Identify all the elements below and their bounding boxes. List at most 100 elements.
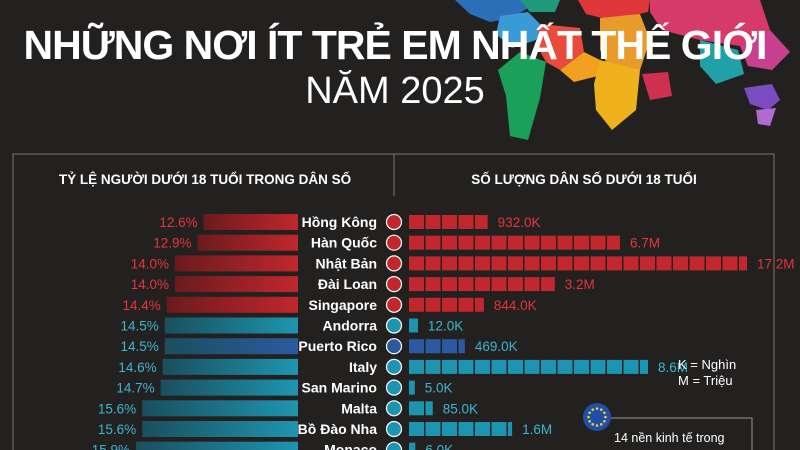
count-bar-segment xyxy=(425,256,441,271)
count-bar-segment xyxy=(574,256,589,271)
count-bar-segment xyxy=(640,359,649,374)
pct-bar xyxy=(142,421,298,437)
count-bar-segment xyxy=(590,359,606,374)
count-bar-segment xyxy=(722,256,738,271)
page-title: NHỮNG NƠI ÍT TRẺ EM NHẤT THẾ GIỚI xyxy=(23,22,768,68)
country-label: Monaco xyxy=(324,442,377,450)
flag-icon xyxy=(385,400,403,417)
pct-bar xyxy=(142,400,298,417)
pct-bar xyxy=(175,255,298,272)
flag-icon xyxy=(385,276,403,293)
country-label: Hàn Quốc xyxy=(311,235,377,251)
flag-icon xyxy=(385,234,403,251)
count-bar-segment xyxy=(541,235,556,250)
pct-label: 14.5% xyxy=(120,319,158,334)
count-bar-segment xyxy=(425,215,441,229)
count-bar-segment xyxy=(475,359,490,374)
count-label: 5.0K xyxy=(425,381,453,396)
page-subtitle: NĂM 2025 xyxy=(305,70,485,112)
count-bar-segment xyxy=(590,235,606,250)
pct-label: 15.6% xyxy=(98,401,136,416)
count-bar-segment xyxy=(442,235,457,250)
count-label: 1.6M xyxy=(522,422,552,437)
count-bar-segment xyxy=(475,256,490,271)
count-bar-segment xyxy=(442,359,457,374)
count-bar-segment xyxy=(623,256,639,271)
country-label: San Marino xyxy=(302,380,377,396)
count-bar-segment xyxy=(425,297,441,312)
eu-star xyxy=(603,411,606,415)
pct-label: 15.9% xyxy=(92,443,130,450)
count-bar-segment xyxy=(425,277,441,292)
count-bar-segment xyxy=(409,422,424,436)
eu-star xyxy=(595,407,599,410)
count-label: 3.2M xyxy=(565,277,595,292)
eu-star xyxy=(604,415,607,419)
count-bar-segment xyxy=(409,380,415,395)
country-label: Bồ Đào Nha xyxy=(298,421,378,437)
count-bar-segment xyxy=(409,235,424,250)
count-bar-segment xyxy=(409,215,424,229)
pct-label: 14.5% xyxy=(120,339,158,354)
count-bar-segment xyxy=(425,235,441,250)
eu-star xyxy=(599,423,603,426)
count-bar-segment xyxy=(491,422,507,436)
count-bar-segment xyxy=(524,277,540,292)
count-label: 17.2M xyxy=(757,256,795,271)
pct-bar xyxy=(203,214,298,230)
eu-star xyxy=(591,408,595,411)
count-bar-segment xyxy=(409,297,424,312)
count-bar-segment xyxy=(409,339,424,354)
count-bar-segment xyxy=(607,235,620,250)
count-bar-segment xyxy=(458,256,474,271)
pct-label: 12.9% xyxy=(153,236,191,251)
country-label: Hồng Kông xyxy=(302,214,377,230)
eu-star xyxy=(588,411,591,415)
eu-star xyxy=(595,424,599,427)
count-bar-segment xyxy=(491,235,507,250)
count-bar-segment xyxy=(508,359,523,374)
count-bar-segment xyxy=(409,442,416,450)
pct-bar xyxy=(160,379,298,396)
count-bar-segment xyxy=(557,256,573,271)
count-bar-segment xyxy=(524,256,540,271)
count-bar-segment xyxy=(491,359,507,374)
count-bar-segment xyxy=(491,277,507,292)
count-bar-segment xyxy=(409,277,424,292)
count-bar-segment xyxy=(409,318,418,333)
count-bar-segment xyxy=(458,215,474,229)
count-bar-segment xyxy=(524,235,540,250)
country-label: Italy xyxy=(349,359,377,375)
count-bar-segment xyxy=(508,235,523,250)
count-bar-segment xyxy=(508,256,523,271)
country-label: Andorra xyxy=(323,318,378,334)
pct-label: 15.6% xyxy=(98,422,136,437)
count-bar-segment xyxy=(442,297,457,312)
count-bar-segment xyxy=(607,256,622,271)
count-bar-segment xyxy=(475,235,490,250)
count-bar-segment xyxy=(508,422,513,436)
count-bar-segment xyxy=(640,256,655,271)
pct-bar xyxy=(164,338,298,355)
count-bar-segment xyxy=(590,256,606,271)
count-bar-segment xyxy=(739,256,747,271)
flag-icon xyxy=(385,255,403,272)
count-bar-segment xyxy=(442,277,457,292)
count-bar-segment xyxy=(557,235,573,250)
count-bar-segment xyxy=(458,339,465,354)
eu-note-box xyxy=(583,403,753,450)
count-bar-segment xyxy=(458,359,474,374)
eu-star xyxy=(603,419,606,423)
count-label: 469.0K xyxy=(475,339,518,354)
count-bar-segment xyxy=(409,359,424,374)
country-label: Đài Loan xyxy=(318,276,377,292)
count-bar-segment xyxy=(475,215,488,229)
flag-icon xyxy=(385,420,403,438)
count-bar-segment xyxy=(623,359,639,374)
country-label: Singapore xyxy=(309,297,378,313)
count-bar-segment xyxy=(425,422,441,436)
count-label: 85.0K xyxy=(443,401,478,416)
count-bar-segment xyxy=(607,359,622,374)
count-bar-segment xyxy=(475,422,490,436)
count-bar-segment xyxy=(706,256,721,271)
